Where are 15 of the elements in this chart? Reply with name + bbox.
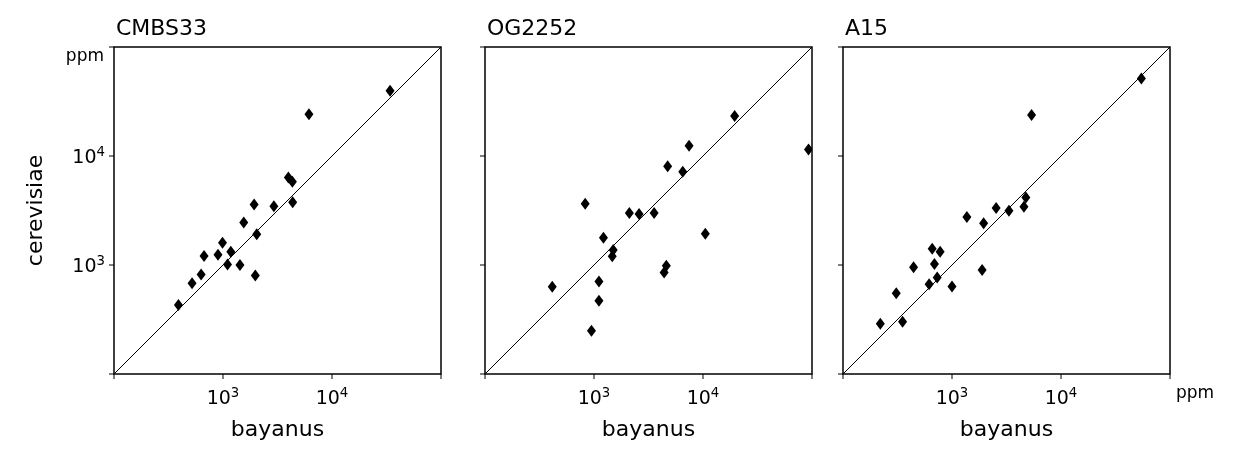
x-tick-label: 10$^{4}$ — [686, 384, 720, 408]
x-tick-label: 10$^{3}$ — [206, 384, 240, 408]
x-axis-title: bayanus — [601, 416, 696, 441]
x-tick-label: 10$^{4}$ — [315, 384, 349, 408]
text: ppm — [1176, 382, 1215, 402]
x-tick-label: 10$^{4}$ — [1044, 384, 1078, 408]
x-tick-label: 10$^{3}$ — [577, 384, 611, 408]
text: ppm — [65, 45, 104, 65]
chart-title: A15 — [845, 15, 889, 40]
x-tick-label: 10$^{3}$ — [935, 384, 969, 408]
x-axis-title: bayanus — [959, 416, 1054, 441]
x-axis-title: bayanus — [230, 416, 325, 441]
chart-title: CMBS33 — [116, 15, 208, 40]
chart-title: OG2252 — [487, 15, 578, 40]
y-axis-title: cerevisiae — [22, 154, 47, 267]
